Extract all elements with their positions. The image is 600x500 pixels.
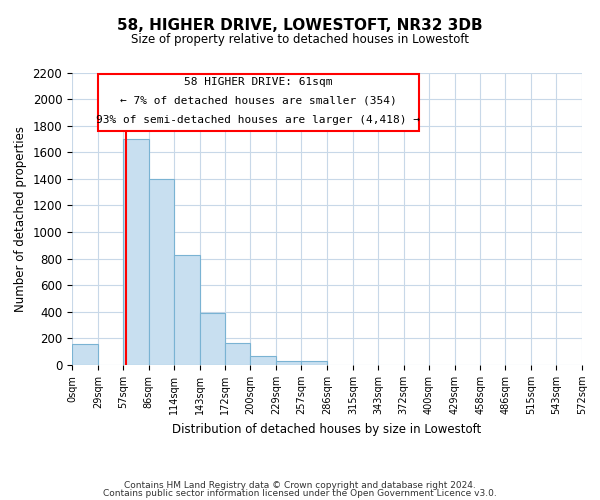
- Bar: [149, 179, 173, 365]
- Y-axis label: Number of detached properties: Number of detached properties: [14, 126, 27, 312]
- Text: ← 7% of detached houses are smaller (354): ← 7% of detached houses are smaller (354…: [120, 96, 397, 106]
- Bar: [301, 361, 327, 365]
- Text: Contains public sector information licensed under the Open Government Licence v3: Contains public sector information licen…: [103, 488, 497, 498]
- Text: 58, HIGHER DRIVE, LOWESTOFT, NR32 3DB: 58, HIGHER DRIVE, LOWESTOFT, NR32 3DB: [117, 18, 483, 32]
- Bar: [72, 344, 98, 365]
- Bar: [173, 254, 199, 365]
- Text: 93% of semi-detached houses are larger (4,418) →: 93% of semi-detached houses are larger (…: [96, 114, 420, 124]
- Text: 58 HIGHER DRIVE: 61sqm: 58 HIGHER DRIVE: 61sqm: [184, 76, 332, 86]
- Text: Size of property relative to detached houses in Lowestoft: Size of property relative to detached ho…: [131, 32, 469, 46]
- Bar: [226, 343, 250, 365]
- Bar: [250, 356, 276, 365]
- X-axis label: Distribution of detached houses by size in Lowestoft: Distribution of detached houses by size …: [172, 422, 482, 436]
- Text: Contains HM Land Registry data © Crown copyright and database right 2024.: Contains HM Land Registry data © Crown c…: [124, 481, 476, 490]
- FancyBboxPatch shape: [97, 74, 419, 131]
- Bar: [276, 361, 301, 365]
- Bar: [199, 313, 226, 365]
- Bar: [123, 139, 149, 365]
